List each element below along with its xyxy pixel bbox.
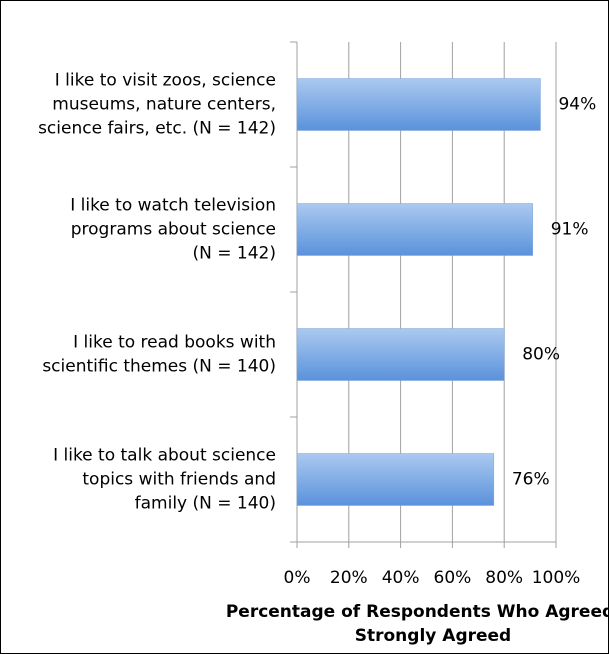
y-tick-label: I like to talk about science [53, 446, 276, 466]
y-tick-label: (N = 142) [193, 244, 276, 264]
y-tick-label: programs about science [71, 220, 276, 240]
y-tick-label: I like to watch television [70, 196, 276, 216]
bar [296, 453, 495, 506]
x-tick-label: 100% [532, 568, 581, 588]
value-label: 80% [522, 345, 560, 365]
y-tick-label: science fairs, etc. (N = 142) [38, 119, 276, 139]
value-label: 94% [558, 95, 596, 115]
y-tick-label: museums, nature centers, [52, 95, 276, 115]
x-tick-label: 0% [284, 568, 311, 588]
y-tick-label: topics with friends and [82, 470, 276, 490]
x-tick-label: 80% [485, 568, 523, 588]
bar [296, 203, 533, 256]
y-tick-label: I like to read books with [73, 333, 276, 353]
value-label: 91% [551, 220, 589, 240]
y-tick-label: family (N = 140) [135, 494, 276, 514]
bar [296, 78, 541, 131]
x-axis-title: Percentage of Respondents Who Agreed or [226, 602, 609, 622]
x-tick-label: 40% [382, 568, 420, 588]
value-label: 76% [512, 470, 550, 490]
bar [296, 328, 505, 381]
x-tick-label: 20% [330, 568, 368, 588]
x-tick-label: 60% [434, 568, 472, 588]
x-axis-title: Strongly Agreed [355, 626, 511, 646]
y-tick-label: scientific themes (N = 140) [42, 357, 276, 377]
y-tick-label: I like to visit zoos, science [55, 71, 276, 91]
